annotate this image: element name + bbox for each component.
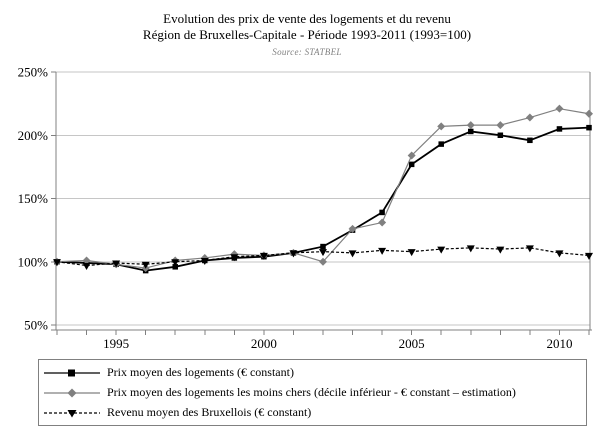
svg-text:1995: 1995 [103, 336, 129, 351]
legend: Prix moyen des logements (€ constant) Pr… [38, 359, 587, 426]
legend-item-revenu: Revenu moyen des Bruxellois (€ constant) [43, 403, 586, 423]
legend-diamond-line-icon [44, 388, 100, 397]
legend-triangle-line-icon [44, 409, 100, 417]
svg-text:2005: 2005 [399, 336, 425, 351]
svg-text:100%: 100% [18, 254, 49, 269]
legend-item-prix-moyen: Prix moyen des logements (€ constant) [43, 363, 586, 383]
svg-text:250%: 250% [18, 65, 49, 80]
svg-text:2010: 2010 [546, 336, 572, 351]
svg-text:50%: 50% [24, 318, 48, 333]
svg-text:2000: 2000 [251, 336, 277, 351]
chart-title-line2: Région de Bruxelles-Capitale - Période 1… [142, 27, 472, 42]
legend-label-prix-moyen: Prix moyen des logements (€ constant) [107, 365, 294, 379]
legend-label-prix-moins-chers: Prix moyen des logements les moins chers… [107, 385, 516, 399]
chart-source-note: Source: STATBEL [272, 47, 342, 57]
legend-label-revenu: Revenu moyen des Bruxellois (€ constant) [107, 405, 312, 419]
chart-title-line1: Evolution des prix de vente des logement… [163, 11, 451, 26]
chart-header: Evolution des prix de vente des logement… [0, 11, 614, 57]
svg-text:150%: 150% [18, 191, 49, 206]
svg-text:200%: 200% [18, 128, 49, 143]
series-triangle-down [53, 245, 593, 271]
legend-item-prix-moins-chers: Prix moyen des logements les moins chers… [43, 383, 586, 403]
legend-square-line-icon [44, 369, 100, 376]
